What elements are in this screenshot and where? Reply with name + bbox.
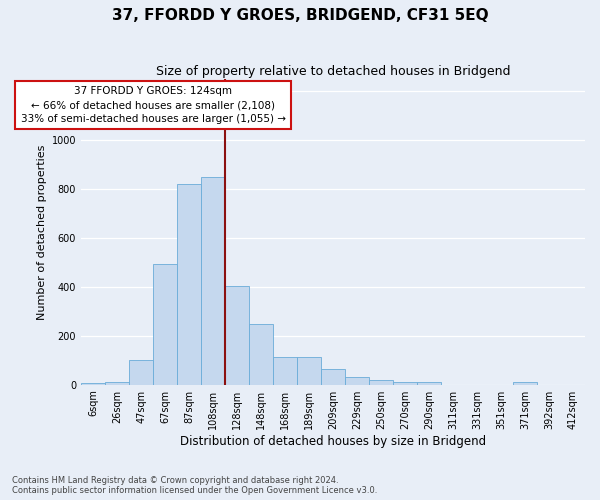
Bar [105, 382, 129, 384]
Bar [345, 378, 369, 384]
Text: 37, FFORDD Y GROES, BRIDGEND, CF31 5EQ: 37, FFORDD Y GROES, BRIDGEND, CF31 5EQ [112, 8, 488, 22]
Bar [321, 369, 345, 384]
Bar [177, 184, 201, 384]
Bar [393, 382, 417, 384]
Bar [297, 356, 321, 384]
Text: Contains HM Land Registry data © Crown copyright and database right 2024.
Contai: Contains HM Land Registry data © Crown c… [12, 476, 377, 495]
Bar [153, 264, 177, 384]
Title: Size of property relative to detached houses in Bridgend: Size of property relative to detached ho… [156, 65, 510, 78]
X-axis label: Distribution of detached houses by size in Bridgend: Distribution of detached houses by size … [180, 434, 486, 448]
Bar [249, 324, 273, 384]
Bar [225, 286, 249, 384]
Text: 37 FFORDD Y GROES: 124sqm
← 66% of detached houses are smaller (2,108)
33% of se: 37 FFORDD Y GROES: 124sqm ← 66% of detac… [20, 86, 286, 124]
Y-axis label: Number of detached properties: Number of detached properties [37, 144, 47, 320]
Bar [513, 382, 537, 384]
Bar [369, 380, 393, 384]
Bar [201, 177, 225, 384]
Bar [81, 383, 105, 384]
Bar [417, 382, 441, 384]
Bar [273, 356, 297, 384]
Bar [129, 360, 153, 384]
